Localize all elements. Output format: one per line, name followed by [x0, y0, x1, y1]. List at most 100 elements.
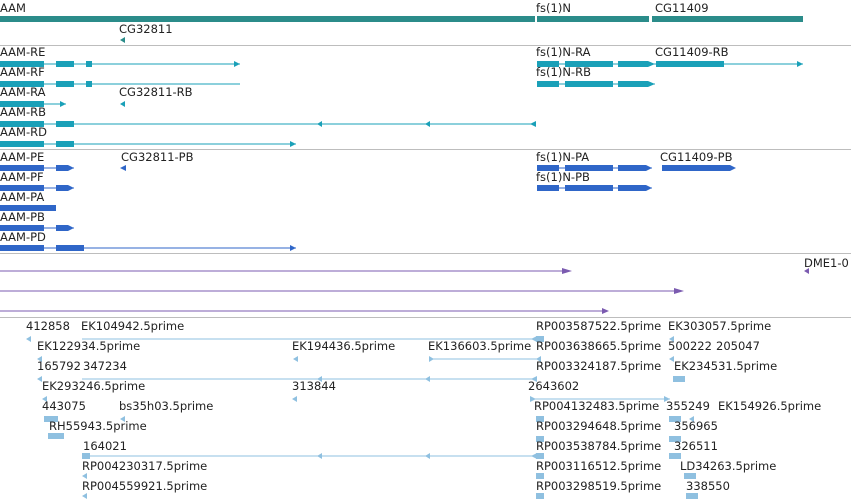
est-feature[interactable] — [536, 336, 544, 342]
est-feature[interactable] — [37, 356, 42, 362]
est-feature[interactable] — [536, 493, 544, 499]
protein-label-aam-pd[interactable]: AAM-PD — [0, 230, 46, 244]
est-label[interactable]: RP004230317.5prime — [82, 459, 208, 473]
rna-label-dme1[interactable]: DME1-0 — [804, 256, 849, 270]
est-feature[interactable] — [82, 493, 87, 499]
est-label[interactable]: 500222 — [668, 339, 712, 353]
est-feature[interactable] — [42, 396, 47, 402]
est-feature[interactable] — [82, 376, 537, 382]
transcript-label-cg11409-rb[interactable]: CG11409-RB — [655, 45, 729, 59]
est-feature[interactable] — [120, 416, 125, 422]
transcript-label-aam-rf[interactable]: AAM-RF — [0, 65, 45, 79]
transcript-label-aam-rd[interactable]: AAM-RD — [0, 125, 47, 139]
transcript-aam-rf[interactable] — [0, 81, 240, 87]
protein-aam-pa[interactable] — [0, 205, 56, 211]
protein-cg11409-pb[interactable] — [662, 165, 736, 171]
est-feature[interactable] — [536, 436, 544, 442]
protein-label-cg32811-pb[interactable]: CG32811-PB — [121, 150, 194, 164]
protein-label-fs1n-pa[interactable]: fs(1)N-PA — [536, 150, 590, 164]
protein-cg32811-pb[interactable] — [120, 165, 126, 171]
est-feature[interactable] — [536, 453, 544, 459]
est-label[interactable]: 356965 — [674, 419, 718, 433]
transcript-aam-rb[interactable] — [0, 121, 536, 127]
est-feature[interactable] — [669, 436, 681, 442]
rna-feature-1[interactable] — [0, 268, 572, 274]
est-feature[interactable] — [82, 453, 90, 459]
est-label[interactable]: EK122934.5prime — [37, 339, 141, 353]
est-label[interactable]: EK136603.5prime — [428, 339, 532, 353]
transcript-aam-re[interactable] — [0, 61, 240, 67]
est-label[interactable]: RP003587522.5prime — [536, 319, 662, 333]
est-label[interactable]: 165792 — [37, 359, 81, 373]
est-feature[interactable] — [669, 453, 681, 459]
transcript-label-fs1n-ra[interactable]: fs(1)N-RA — [536, 45, 591, 59]
est-feature[interactable] — [293, 356, 298, 362]
est-label[interactable]: EK104942.5prime — [81, 319, 185, 333]
est-label[interactable]: RH55943.5prime — [49, 419, 147, 433]
est-label[interactable]: RP003638665.5prime — [536, 339, 662, 353]
transcript-label-aam-ra[interactable]: AAM-RA — [0, 85, 46, 99]
gene-label-fs1n[interactable]: fs(1)N — [536, 1, 571, 15]
transcript-label-aam-rb[interactable]: AAM-RB — [0, 105, 47, 119]
rna-feature-dme1[interactable] — [804, 268, 809, 274]
est-feature[interactable] — [536, 473, 544, 479]
protein-label-cg11409-pb[interactable]: CG11409-PB — [660, 150, 733, 164]
transcript-aam-rd[interactable] — [0, 141, 296, 147]
gene-label-aam[interactable]: AAM — [0, 1, 26, 15]
est-label[interactable]: 412858 — [26, 319, 70, 333]
est-label[interactable]: 347234 — [83, 359, 127, 373]
protein-aam-pd[interactable] — [0, 245, 296, 251]
est-label[interactable]: 164021 — [83, 439, 127, 453]
gene-label-cg32811[interactable]: CG32811 — [119, 22, 173, 36]
gene-feature-cg32811[interactable] — [120, 37, 125, 43]
est-label[interactable]: RP004559921.5prime — [82, 479, 208, 493]
est-label[interactable]: bs35h03.5prime — [119, 399, 214, 413]
est-feature[interactable] — [536, 356, 541, 362]
est-label[interactable]: 443075 — [42, 399, 86, 413]
est-feature[interactable] — [44, 416, 58, 422]
transcript-label-aam-re[interactable]: AAM-RE — [0, 45, 46, 59]
transcript-cg11409-rb[interactable] — [652, 61, 803, 67]
est-label[interactable]: 313844 — [292, 379, 336, 393]
gene-feature-aam[interactable] — [0, 16, 535, 22]
gene-feature-fs1n[interactable] — [537, 16, 649, 22]
gene-feature-cg11409[interactable] — [652, 16, 803, 22]
protein-label-aam-pe[interactable]: AAM-PE — [0, 150, 45, 164]
est-feature[interactable] — [530, 396, 670, 402]
est-label[interactable]: EK293246.5prime — [42, 379, 146, 393]
protein-fs1n-pa[interactable] — [537, 165, 652, 171]
protein-aam-pf[interactable] — [0, 185, 74, 191]
est-feature[interactable] — [689, 416, 694, 422]
est-label[interactable]: EK234531.5prime — [674, 359, 778, 373]
est-feature[interactable] — [82, 453, 537, 459]
est-label[interactable]: RP003116512.5prime — [536, 459, 662, 473]
transcript-label-fs1n-rb[interactable]: fs(1)N-RB — [536, 65, 591, 79]
protein-label-aam-pf[interactable]: AAM-PF — [0, 170, 44, 184]
est-feature[interactable] — [669, 336, 674, 342]
est-feature[interactable] — [684, 473, 696, 479]
protein-fs1n-pb[interactable] — [537, 185, 652, 191]
est-label[interactable]: 326511 — [674, 439, 718, 453]
est-label[interactable]: RP003298519.5prime — [536, 479, 662, 493]
est-feature[interactable] — [686, 493, 698, 499]
est-label[interactable]: LD34263.5prime — [680, 459, 777, 473]
rna-feature-2[interactable] — [0, 288, 684, 294]
est-label[interactable]: EK194436.5prime — [292, 339, 396, 353]
est-label[interactable]: RP003538784.5prime — [536, 439, 662, 453]
transcript-label-cg32811-rb[interactable]: CG32811-RB — [119, 85, 193, 99]
est-feature[interactable] — [536, 416, 544, 422]
transcript-fs1n-rb[interactable] — [537, 81, 655, 87]
protein-aam-pe[interactable] — [0, 165, 74, 171]
protein-label-fs1n-pb[interactable]: fs(1)N-PB — [536, 170, 590, 184]
est-label[interactable]: EK154926.5prime — [718, 399, 822, 413]
est-label[interactable]: 2643602 — [528, 379, 580, 393]
transcript-aam-ra[interactable] — [0, 101, 66, 107]
est-label[interactable]: 205047 — [716, 339, 760, 353]
est-feature[interactable] — [48, 433, 64, 439]
est-feature[interactable] — [26, 336, 31, 342]
est-label[interactable]: RP003294648.5prime — [536, 419, 662, 433]
transcript-fs1n-ra[interactable] — [537, 61, 655, 67]
est-feature[interactable] — [37, 376, 42, 382]
rna-feature-3[interactable] — [0, 308, 609, 314]
protein-label-aam-pb[interactable]: AAM-PB — [0, 210, 45, 224]
